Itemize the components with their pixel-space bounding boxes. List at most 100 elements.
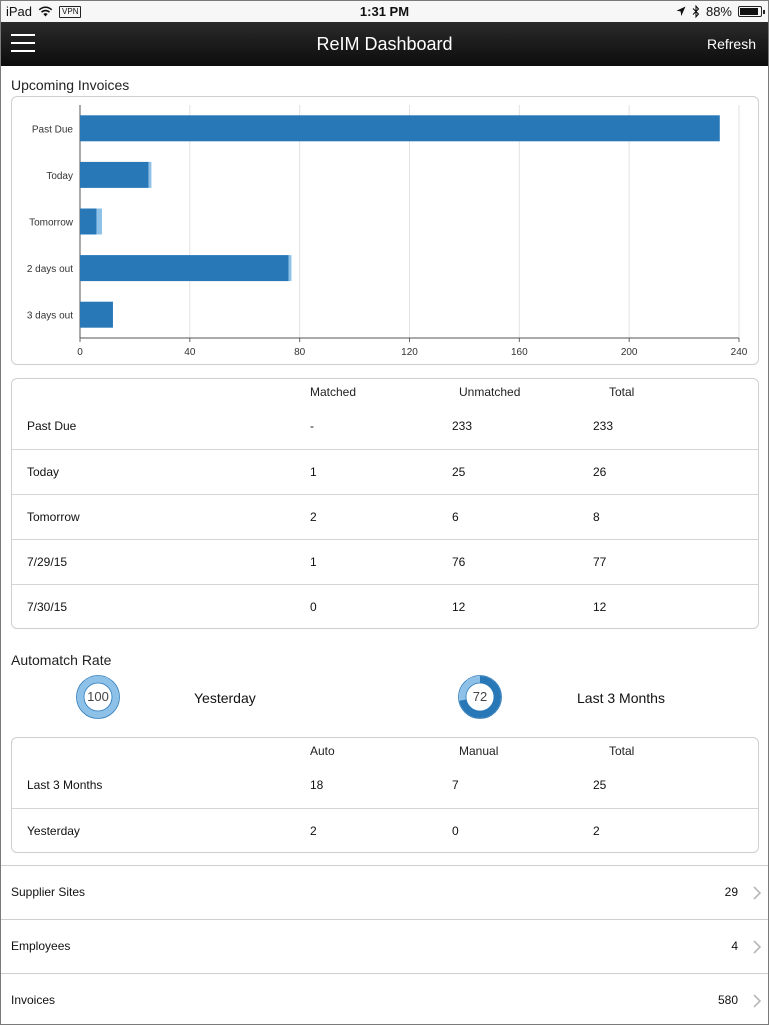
battery-percent: 88% — [705, 4, 732, 19]
gauge-value: 100 — [87, 689, 109, 704]
table-row: Today 1 25 26 — [12, 449, 758, 494]
page-title: ReIM Dashboard — [316, 34, 453, 54]
table-row: Tomorrow 2 6 8 — [12, 494, 758, 539]
upcoming-invoices-chart: 0 40 80 120 160 200 240 Past Due Today Tomorrow 2 … — [27, 105, 748, 358]
col-header-total: Total — [609, 385, 635, 399]
x-tick-label: 80 — [294, 347, 306, 358]
matched-cell: - — [310, 419, 314, 433]
total-cell: 2 — [593, 824, 600, 838]
chevron-right-icon — [753, 886, 762, 900]
col-header-total: Total — [609, 744, 635, 758]
wifi-icon — [38, 6, 53, 17]
x-tick-label: 240 — [731, 347, 748, 358]
table-row: Last 3 Months 18 7 25 — [12, 763, 758, 808]
y-category-label: Today — [46, 171, 73, 182]
matched-cell: 1 — [310, 555, 317, 569]
matched-cell: 2 — [310, 510, 317, 524]
col-header-matched: Matched — [310, 385, 357, 399]
row-label: Past Due — [27, 419, 77, 433]
col-header-unmatched: Unmatched — [459, 385, 521, 399]
x-tick-label: 40 — [184, 347, 196, 358]
upcoming-invoices-chart-card: 0 40 80 120 160 200 240 Past Due Today Tomorrow 2 … — [11, 96, 759, 365]
bar-segment — [96, 208, 102, 235]
battery-level — [740, 8, 758, 15]
manual-cell: 7 — [452, 778, 459, 792]
table-row: 7/29/15 1 76 77 — [12, 539, 758, 584]
status-time: 1:31 PM — [359, 4, 410, 19]
unmatched-cell: 12 — [452, 600, 466, 614]
battery-icon — [738, 6, 765, 17]
row-label: 7/29/15 — [27, 555, 68, 569]
automatch-rate-title: Automatch Rate — [11, 652, 112, 668]
vpn-badge: VPN — [59, 5, 82, 18]
bar-segment — [80, 161, 149, 188]
refresh-button[interactable]: Refresh — [706, 36, 756, 52]
matched-cell: 0 — [310, 600, 317, 614]
chevron-right-icon — [753, 940, 762, 954]
total-cell: 233 — [593, 419, 614, 433]
table-row: Past Due - 233 233 — [12, 404, 758, 449]
list-item-label: Invoices — [11, 993, 56, 1007]
manual-cell: 0 — [452, 824, 459, 838]
unmatched-cell: 233 — [452, 419, 473, 433]
total-cell: 25 — [593, 778, 607, 792]
location-arrow-icon — [676, 6, 686, 16]
total-cell: 8 — [593, 510, 600, 524]
row-label: Tomorrow — [27, 510, 80, 524]
unmatched-cell: 6 — [452, 510, 459, 524]
row-label: Today — [27, 465, 60, 479]
list-item-invoices[interactable]: Invoices 580 — [1, 973, 768, 1024]
status-bar: iPad VPN 1:31 PM 88% — [1, 1, 768, 22]
bar-segment — [80, 301, 113, 328]
bar-segment — [80, 255, 289, 282]
chevron-right-icon — [753, 994, 762, 1008]
upcoming-invoices-table: Matched Unmatched Total Past Due - 233 2… — [11, 378, 759, 629]
x-tick-label: 200 — [621, 347, 638, 358]
total-cell: 26 — [593, 465, 607, 479]
table-row: 7/30/15 0 12 12 — [12, 584, 758, 629]
gauge-caption-yesterday: Yesterday — [194, 690, 256, 706]
table-row: Yesterday 2 0 2 — [12, 808, 758, 853]
y-category-label: 3 days out — [27, 311, 73, 322]
list-item-count: 29 — [724, 885, 738, 899]
row-label: 7/30/15 — [27, 600, 68, 614]
total-cell: 77 — [593, 555, 607, 569]
gauge-caption-last-3-months: Last 3 Months — [577, 690, 665, 706]
list-item-supplier-sites[interactable]: Supplier Sites 29 — [1, 865, 768, 919]
auto-cell: 2 — [310, 824, 317, 838]
bar-segment — [80, 115, 720, 142]
unmatched-cell: 76 — [452, 555, 466, 569]
total-cell: 12 — [593, 600, 607, 614]
automatch-yesterday-gauge: 100 — [75, 674, 121, 720]
hamburger-menu-icon[interactable] — [11, 34, 35, 54]
bluetooth-icon — [692, 5, 700, 18]
x-tick-label: 0 — [77, 347, 83, 358]
matched-cell: 1 — [310, 465, 317, 479]
app-header: ReIM Dashboard Refresh — [1, 22, 768, 66]
gauge-fill — [77, 676, 119, 718]
y-category-label: Past Due — [32, 124, 74, 135]
row-label: Last 3 Months — [27, 778, 103, 792]
col-header-auto: Auto — [310, 744, 335, 758]
list-item-count: 580 — [717, 993, 738, 1007]
x-tick-label: 120 — [401, 347, 418, 358]
upcoming-invoices-title: Upcoming Invoices — [11, 77, 130, 93]
gauge-fill — [459, 676, 501, 718]
automatch-table: Auto Manual Total Last 3 Months 18 7 25 … — [11, 737, 759, 853]
auto-cell: 18 — [310, 778, 324, 792]
unmatched-cell: 25 — [452, 465, 466, 479]
list-item-label: Supplier Sites — [11, 885, 86, 899]
y-category-label: Tomorrow — [29, 218, 74, 229]
row-label: Yesterday — [27, 824, 80, 838]
automatch-last3-gauge: 72 — [457, 674, 503, 720]
list-item-count: 4 — [731, 939, 738, 953]
bar-segment — [80, 208, 97, 235]
list-item-employees[interactable]: Employees 4 — [1, 919, 768, 973]
bar-segment — [148, 161, 152, 188]
col-header-manual: Manual — [459, 744, 499, 758]
list-item-label: Employees — [11, 939, 71, 953]
bar-segment — [288, 255, 292, 282]
y-category-label: 2 days out — [27, 264, 73, 275]
carrier-label: iPad — [6, 4, 33, 19]
